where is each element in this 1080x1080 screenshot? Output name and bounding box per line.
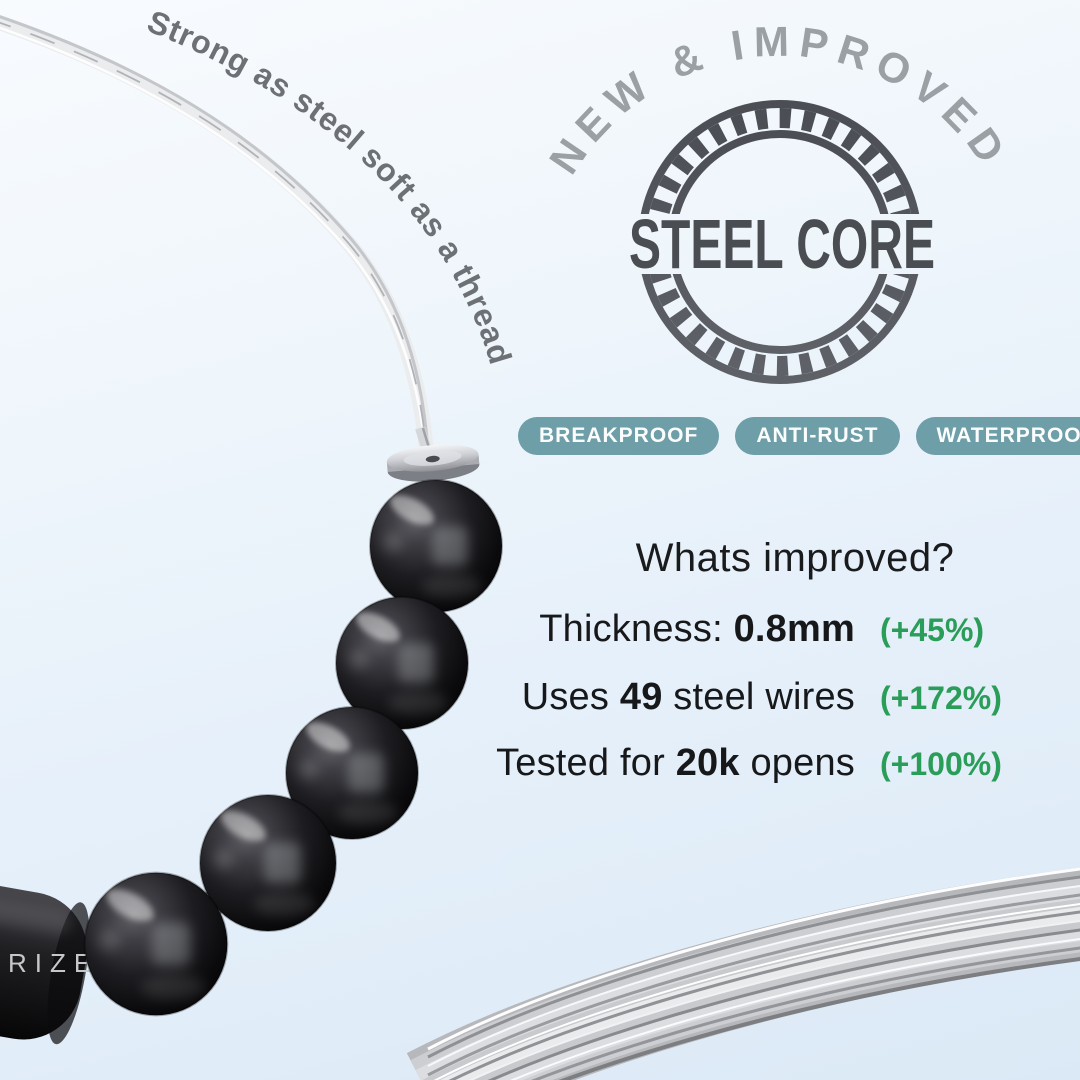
improvement-suffix: steel wires: [662, 676, 855, 718]
improvement-text: Uses 49 steel wires: [360, 676, 855, 719]
improvement-value: 49: [619, 676, 663, 718]
bead: [85, 873, 228, 1016]
badge-arc-textpath: NEW & IMPROVED: [540, 18, 1010, 183]
tagline-text: Strong as steel soft as a thread: [143, 3, 519, 369]
steel-core-stamp: STEEL CORE: [629, 100, 935, 384]
stamp-title: STEEL CORE: [629, 205, 935, 283]
improvement-text: Tested for 20k opens: [360, 742, 855, 785]
tagline-textpath: Strong as steel soft as a thread: [143, 3, 519, 369]
stamp-ring: [638, 100, 922, 384]
bead: [200, 795, 336, 931]
pill-waterproof: WATERPROOF: [915, 417, 1080, 455]
improvement-prefix: Uses: [521, 676, 620, 718]
clasp: RIZE: [0, 870, 115, 1045]
improvement-row-wires: Uses 49 steel wires (+172%): [360, 676, 1040, 719]
improvement-row-opens: Tested for 20k opens (+100%): [360, 742, 1040, 785]
pill-anti-rust: ANTI-RUST: [735, 417, 900, 455]
improvement-row-thickness: Thickness: 0.8mm (+45%): [360, 608, 1040, 651]
improvement-value: 0.8mm: [733, 608, 855, 650]
improvement-percent: (+172%): [880, 680, 1002, 716]
feature-pills: BREAKPROOF ANTI-RUST WATERPROOF: [518, 417, 1080, 455]
steel-thread-graphic: [0, 14, 435, 459]
improvement-percent: (+100%): [880, 746, 1002, 782]
improvement-text: Thickness: 0.8mm: [360, 608, 855, 651]
bead: [370, 480, 502, 612]
improvements-title: Whats improved?: [635, 536, 955, 580]
washer-disc: [386, 426, 480, 488]
improvement-prefix: Tested for: [496, 742, 676, 784]
improvement-value: 20k: [675, 742, 740, 784]
improvement-percent: (+45%): [880, 612, 985, 648]
badge-arc-title: NEW & IMPROVED: [540, 18, 1019, 183]
improvement-suffix: opens: [739, 742, 855, 784]
improvement-prefix: Thickness:: [539, 608, 734, 650]
twisted-cable-graphic: [428, 865, 1080, 1080]
clasp-brand-text: RIZE: [8, 948, 99, 978]
pill-breakproof: BREAKPROOF: [518, 417, 720, 455]
